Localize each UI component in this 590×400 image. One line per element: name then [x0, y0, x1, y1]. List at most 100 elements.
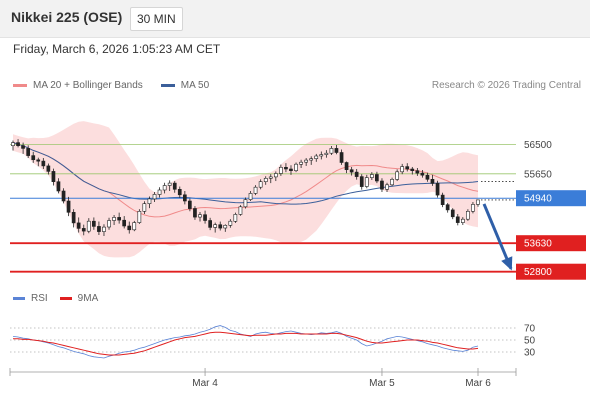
candle	[11, 140, 15, 151]
candle-body	[364, 177, 369, 187]
candle	[172, 181, 177, 193]
candle	[460, 217, 465, 225]
support-2-label: 52800	[516, 263, 586, 280]
candle-body	[415, 170, 420, 174]
candle-body	[213, 224, 218, 228]
candle	[405, 163, 410, 172]
candle	[349, 166, 354, 176]
candle-body	[36, 159, 41, 162]
candle	[465, 209, 470, 221]
timeframe-badge[interactable]: 30 MIN	[130, 7, 183, 31]
candle-body	[268, 176, 273, 179]
candle-body	[183, 194, 187, 202]
candle	[233, 212, 238, 223]
candle-body	[304, 159, 309, 163]
candle	[102, 224, 106, 236]
candle-body	[380, 180, 384, 190]
candle	[112, 215, 116, 225]
candle	[81, 224, 86, 236]
candle-body	[319, 154, 324, 157]
candle	[198, 211, 202, 222]
candle-body	[258, 181, 263, 188]
candle	[21, 142, 25, 154]
candle	[263, 176, 268, 185]
candle	[309, 156, 314, 165]
x-axis-label: Mar 4	[192, 378, 218, 389]
candle-body	[374, 174, 379, 182]
candle-body	[122, 219, 126, 227]
candle-body	[278, 167, 283, 174]
candle	[410, 166, 415, 175]
candle	[71, 209, 76, 228]
candle	[395, 169, 400, 182]
candle-body	[21, 145, 25, 149]
candle-body	[152, 194, 157, 200]
candle-body	[253, 186, 258, 194]
rsi-level-label: 30	[524, 348, 536, 359]
candle	[253, 185, 258, 196]
legend-ma9: 9MA	[59, 293, 98, 304]
research-credit: Research © 2026 Trading Central	[431, 80, 581, 91]
ma9-swatch	[59, 297, 72, 300]
candle	[132, 220, 137, 232]
candle-body	[203, 214, 207, 221]
candle	[319, 151, 324, 160]
bollinger-band	[13, 121, 478, 258]
candle-body	[405, 166, 410, 170]
candle	[228, 219, 233, 228]
candle-body	[344, 162, 349, 170]
candle-body	[465, 211, 470, 220]
forecast-arrow-shaft	[482, 203, 513, 270]
candle-body	[81, 228, 86, 232]
candle-body	[284, 167, 288, 170]
candle	[16, 139, 20, 148]
candle	[238, 205, 243, 216]
ma50-swatch	[160, 84, 175, 87]
candle	[66, 196, 71, 217]
x-axis-label: Mar 5	[369, 378, 395, 389]
legend-ma50-label: MA 50	[180, 80, 210, 91]
candle	[278, 164, 283, 176]
support-1-label-bg	[516, 235, 586, 252]
candle-body	[223, 225, 228, 229]
support-1-label: 53630	[516, 235, 586, 252]
legend-ma20: MA 20 + Bollinger Bands	[13, 80, 143, 91]
candle	[208, 217, 213, 231]
candle-body	[420, 172, 425, 176]
candle-body	[162, 185, 167, 191]
candle-body	[273, 173, 278, 178]
candle	[420, 170, 425, 178]
candle-body	[26, 148, 31, 156]
candle-body	[385, 184, 389, 190]
rsi-line	[12, 325, 479, 359]
candle	[268, 174, 273, 184]
candle	[117, 212, 121, 224]
ma20-swatch	[13, 84, 27, 87]
candle-body	[430, 179, 435, 184]
candle-body	[86, 220, 91, 232]
candle	[41, 158, 46, 170]
candle	[223, 224, 228, 232]
candle	[152, 192, 157, 202]
candle	[177, 186, 182, 198]
candle	[203, 210, 207, 224]
candle-body	[92, 220, 96, 227]
candle	[299, 159, 303, 168]
candle	[455, 214, 460, 226]
candle	[92, 217, 96, 230]
candle-body	[359, 176, 364, 187]
candle-body	[172, 182, 177, 190]
candle	[157, 187, 162, 198]
candle	[476, 199, 480, 207]
candle	[147, 196, 152, 209]
legend-ma20-label: MA 20 + Bollinger Bands	[33, 80, 143, 91]
candle	[415, 167, 420, 176]
resistance-2-label-text: 56500	[524, 140, 552, 151]
candle-body	[395, 171, 400, 180]
pivot-label: 54940	[516, 190, 586, 207]
candle-body	[228, 220, 233, 226]
candle	[248, 191, 253, 201]
candle	[56, 178, 61, 194]
rsi-swatch	[13, 297, 25, 300]
